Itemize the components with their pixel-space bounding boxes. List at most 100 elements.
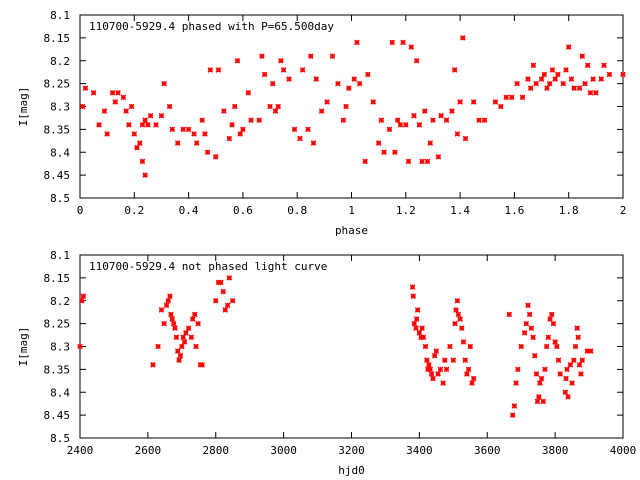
data-point: [550, 320, 557, 327]
data-point: [545, 334, 552, 341]
data-point: [126, 122, 132, 128]
data-point: [299, 67, 306, 73]
data-point: [538, 76, 545, 82]
data-point: [527, 85, 534, 91]
data-point: [416, 329, 423, 336]
data-point: [77, 343, 83, 350]
y-tick-label: 8.1: [50, 249, 70, 262]
x-tick-label: 2: [620, 204, 627, 217]
data-point: [465, 366, 472, 373]
data-point: [356, 80, 363, 87]
data-point: [567, 362, 574, 368]
data-point: [136, 140, 143, 146]
y-tick-label: 8.4: [50, 386, 70, 399]
data-point: [514, 80, 520, 87]
y-tick-label: 8.45: [44, 409, 71, 422]
data-point: [134, 144, 140, 151]
data-point: [310, 140, 317, 146]
data-point: [313, 76, 319, 82]
x-axis-label: phase: [335, 224, 368, 237]
data-point: [345, 85, 352, 91]
data-point: [161, 80, 167, 87]
y-tick-label: 8.35: [44, 123, 71, 136]
data-point: [443, 366, 450, 373]
x-tick-label: 0.4: [179, 204, 199, 217]
data-point: [153, 122, 159, 128]
data-point: [601, 62, 607, 69]
data-point: [560, 80, 567, 87]
data-point: [570, 357, 577, 364]
data-point: [459, 325, 465, 331]
data-point: [142, 117, 148, 124]
data-point: [183, 329, 189, 336]
data-point: [275, 103, 281, 110]
data-point: [90, 89, 97, 96]
data-point: [440, 380, 446, 386]
data-point: [435, 371, 441, 377]
data-point: [78, 297, 85, 304]
data-point: [523, 320, 530, 327]
data-point: [221, 108, 227, 114]
x-tick-label: 0.2: [124, 204, 144, 217]
data-point: [576, 362, 583, 368]
data-point: [481, 117, 488, 124]
data-point: [438, 112, 444, 119]
data-point: [364, 71, 371, 78]
data-point: [158, 307, 165, 313]
data-point: [470, 99, 477, 105]
data-point: [305, 126, 311, 133]
data-point: [191, 131, 197, 137]
data-point: [394, 117, 401, 124]
data-point: [549, 67, 556, 73]
data-point: [180, 334, 186, 341]
data-point: [420, 334, 427, 341]
data-point: [413, 57, 420, 64]
data-point: [177, 352, 184, 359]
data-point: [139, 158, 146, 165]
data-point: [562, 389, 569, 396]
data-point: [329, 53, 336, 59]
ticks: 0 0.2 0.4 0.6 0.8 1 1.2 1.4 1.6 1.8 2 8.1 8.15 8.2 8.2…: [44, 9, 627, 217]
data-point: [538, 375, 545, 382]
data-point: [462, 357, 468, 364]
data-point: [543, 343, 550, 350]
data-point: [526, 311, 533, 318]
data-point: [240, 126, 246, 133]
x-tick-label: 1: [348, 204, 355, 217]
data-point: [422, 108, 428, 114]
data-point: [286, 76, 292, 82]
data-point: [534, 398, 541, 405]
y-tick-label: 8.5: [50, 192, 70, 205]
data-point: [82, 85, 89, 91]
data-point: [318, 108, 325, 114]
data-point: [150, 362, 156, 368]
data-point: [587, 348, 594, 354]
data-point: [514, 366, 521, 373]
data-point: [131, 131, 138, 137]
data-point: [574, 325, 580, 331]
data-point: [215, 67, 222, 73]
data-point: [568, 76, 575, 82]
data-point: [139, 122, 146, 128]
data-point: [443, 117, 450, 124]
data-point: [229, 122, 235, 128]
data-point: [158, 112, 165, 119]
data-point: [280, 67, 287, 73]
data-point: [447, 343, 453, 350]
x-tick-label: 1.4: [450, 204, 470, 217]
data-point: [155, 343, 161, 350]
data-point: [476, 117, 482, 124]
y-tick-label: 8.15: [44, 32, 71, 45]
y-tick-label: 8.5: [50, 432, 70, 445]
x-tick-label: 1.8: [559, 204, 579, 217]
data-point: [542, 366, 548, 373]
data-point: [354, 39, 360, 46]
data-point: [408, 44, 415, 50]
data-point: [199, 362, 205, 368]
data-point: [170, 320, 177, 327]
data-point: [564, 366, 570, 373]
data-point: [167, 293, 173, 299]
y-tick-label: 8.2: [50, 55, 70, 68]
data-point: [462, 135, 469, 142]
